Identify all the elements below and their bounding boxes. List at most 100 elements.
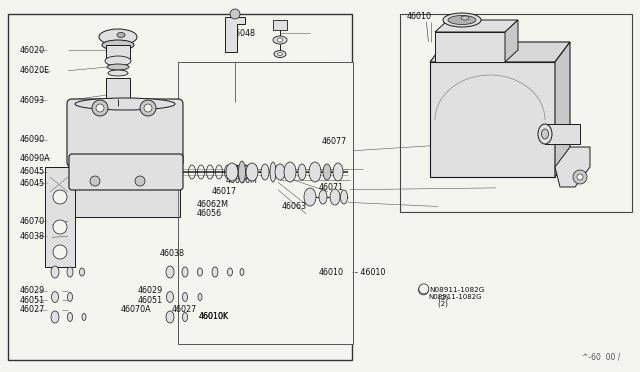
Ellipse shape	[108, 70, 128, 76]
Ellipse shape	[323, 164, 331, 180]
Ellipse shape	[261, 164, 269, 180]
Text: 46029: 46029	[19, 286, 44, 295]
Text: N: N	[420, 288, 425, 292]
Ellipse shape	[182, 312, 188, 321]
Ellipse shape	[212, 267, 218, 277]
Ellipse shape	[284, 162, 296, 182]
Ellipse shape	[275, 164, 285, 180]
Ellipse shape	[538, 124, 552, 144]
Bar	[400, 14, 632, 212]
Circle shape	[419, 285, 429, 295]
Circle shape	[230, 9, 240, 19]
Ellipse shape	[304, 188, 316, 206]
Text: 46020: 46020	[19, 46, 44, 55]
Text: 46066M: 46066M	[225, 176, 257, 185]
Text: 46010K: 46010K	[198, 312, 228, 321]
Ellipse shape	[198, 294, 202, 301]
Circle shape	[577, 174, 583, 180]
Polygon shape	[555, 147, 590, 187]
Text: 46090: 46090	[19, 135, 44, 144]
Ellipse shape	[239, 161, 246, 183]
Text: 46020E: 46020E	[19, 66, 49, 75]
Bar	[106, 45, 130, 59]
Text: 46051: 46051	[19, 296, 44, 305]
Bar	[106, 78, 130, 106]
Ellipse shape	[75, 98, 175, 110]
Text: N08911-1082G
    (2): N08911-1082G (2)	[429, 294, 483, 307]
Text: 46038: 46038	[160, 249, 185, 258]
Text: 46062M: 46062M	[197, 200, 229, 209]
Ellipse shape	[330, 189, 340, 205]
Text: 46010K: 46010K	[198, 312, 228, 321]
FancyBboxPatch shape	[67, 99, 183, 167]
Ellipse shape	[67, 312, 72, 321]
Ellipse shape	[461, 16, 469, 20]
Circle shape	[92, 100, 108, 116]
Polygon shape	[50, 167, 180, 217]
Ellipse shape	[278, 52, 282, 55]
Text: 46010: 46010	[406, 12, 431, 21]
Ellipse shape	[105, 56, 131, 66]
Text: 46038: 46038	[19, 232, 44, 241]
Ellipse shape	[99, 29, 137, 45]
Text: 46093: 46093	[19, 96, 44, 105]
Text: - 46010: - 46010	[355, 268, 385, 277]
Circle shape	[53, 190, 67, 204]
Ellipse shape	[270, 162, 276, 182]
Ellipse shape	[166, 311, 174, 323]
Ellipse shape	[309, 162, 321, 182]
Ellipse shape	[340, 190, 348, 204]
Circle shape	[53, 245, 67, 259]
Ellipse shape	[79, 268, 84, 276]
Ellipse shape	[277, 38, 283, 42]
Text: 46063: 46063	[282, 202, 307, 211]
Circle shape	[96, 104, 104, 112]
Ellipse shape	[102, 40, 134, 50]
Text: 46077: 46077	[321, 137, 346, 146]
Text: N: N	[422, 286, 426, 291]
Polygon shape	[430, 62, 555, 177]
Ellipse shape	[273, 36, 287, 44]
Ellipse shape	[51, 292, 58, 302]
Ellipse shape	[107, 64, 129, 70]
Text: 46056: 46056	[197, 209, 222, 218]
Ellipse shape	[166, 266, 174, 278]
Ellipse shape	[443, 13, 481, 27]
Text: ^-60  00 /: ^-60 00 /	[582, 353, 620, 362]
Polygon shape	[225, 17, 245, 52]
Bar	[8, 14, 352, 360]
Circle shape	[140, 100, 156, 116]
Text: 46048: 46048	[230, 29, 255, 38]
Text: 46070: 46070	[19, 217, 44, 226]
Text: 46051: 46051	[138, 296, 163, 305]
Polygon shape	[545, 124, 580, 144]
Polygon shape	[435, 20, 518, 32]
Ellipse shape	[227, 268, 232, 276]
Text: 46071: 46071	[319, 183, 344, 192]
Ellipse shape	[274, 51, 286, 58]
Circle shape	[135, 176, 145, 186]
Ellipse shape	[182, 292, 188, 301]
Text: 46045: 46045	[19, 179, 44, 187]
Ellipse shape	[246, 163, 258, 181]
Text: 46090A: 46090A	[19, 154, 50, 163]
Text: 46045: 46045	[19, 167, 44, 176]
Circle shape	[144, 104, 152, 112]
Bar	[45, 167, 75, 267]
Circle shape	[90, 176, 100, 186]
Ellipse shape	[166, 292, 173, 302]
Ellipse shape	[541, 129, 548, 139]
Text: 46070A: 46070A	[120, 305, 151, 314]
Ellipse shape	[226, 163, 238, 181]
Text: N08911-1082G
    (2): N08911-1082G (2)	[429, 287, 484, 301]
Text: 46027: 46027	[172, 305, 196, 314]
Text: 46010: 46010	[319, 268, 344, 277]
Text: 46015: 46015	[234, 165, 259, 174]
Ellipse shape	[333, 163, 343, 181]
Ellipse shape	[117, 32, 125, 38]
Ellipse shape	[182, 267, 188, 277]
Ellipse shape	[298, 164, 306, 180]
Ellipse shape	[67, 267, 73, 277]
Ellipse shape	[82, 314, 86, 321]
Circle shape	[53, 220, 67, 234]
